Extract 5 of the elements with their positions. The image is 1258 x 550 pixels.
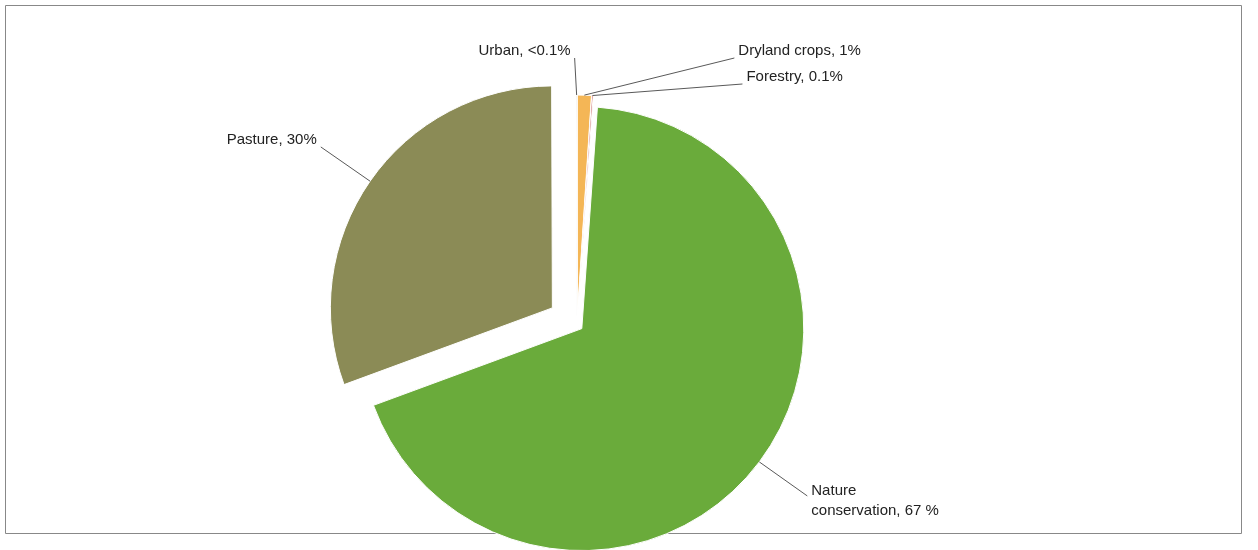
slice-label: Pasture, 30%: [226, 129, 317, 147]
slice-label: Nature conservation, 67 %: [811, 480, 939, 518]
slice-label: Urban, <0.1%: [478, 41, 571, 58]
slice-label: Forestry, 0.1%: [746, 67, 843, 84]
slice-label: Dryland crops, 1%: [738, 41, 861, 58]
